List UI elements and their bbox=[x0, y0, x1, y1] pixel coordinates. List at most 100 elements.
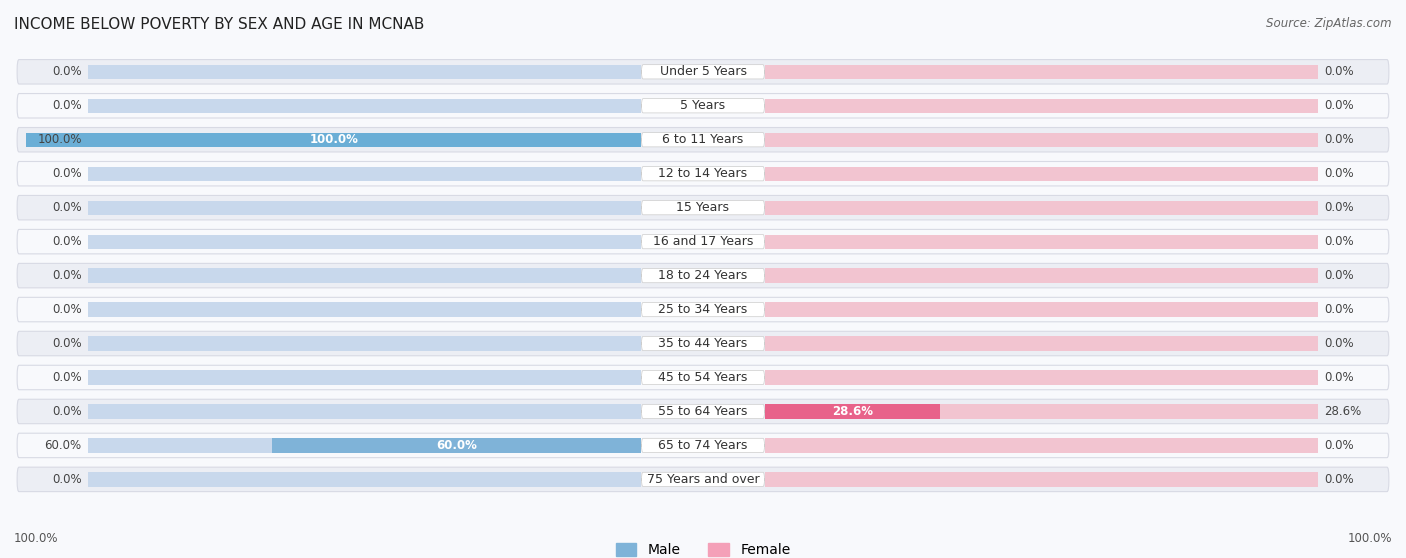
FancyBboxPatch shape bbox=[17, 365, 1389, 389]
FancyBboxPatch shape bbox=[641, 472, 765, 487]
FancyBboxPatch shape bbox=[17, 297, 1389, 322]
FancyBboxPatch shape bbox=[17, 229, 1389, 254]
Text: 100.0%: 100.0% bbox=[37, 133, 82, 146]
Text: 100.0%: 100.0% bbox=[14, 532, 59, 545]
FancyBboxPatch shape bbox=[17, 331, 1389, 356]
Text: 0.0%: 0.0% bbox=[1324, 133, 1354, 146]
Bar bbox=[87, 405, 641, 418]
Text: 0.0%: 0.0% bbox=[52, 371, 82, 384]
Text: 0.0%: 0.0% bbox=[1324, 167, 1354, 180]
Bar bbox=[87, 268, 641, 283]
FancyBboxPatch shape bbox=[641, 133, 765, 147]
Text: 0.0%: 0.0% bbox=[52, 473, 82, 486]
Bar bbox=[87, 234, 641, 249]
Text: 0.0%: 0.0% bbox=[1324, 473, 1354, 486]
FancyBboxPatch shape bbox=[641, 405, 765, 418]
FancyBboxPatch shape bbox=[641, 336, 765, 350]
Bar bbox=[273, 438, 641, 453]
FancyBboxPatch shape bbox=[17, 263, 1389, 288]
Bar bbox=[765, 302, 1319, 317]
Text: 16 and 17 Years: 16 and 17 Years bbox=[652, 235, 754, 248]
Bar bbox=[87, 65, 641, 79]
FancyBboxPatch shape bbox=[17, 467, 1389, 492]
Bar bbox=[765, 234, 1319, 249]
Bar bbox=[87, 302, 641, 317]
Text: 15 Years: 15 Years bbox=[676, 201, 730, 214]
FancyBboxPatch shape bbox=[641, 234, 765, 249]
Text: 0.0%: 0.0% bbox=[52, 99, 82, 112]
FancyBboxPatch shape bbox=[17, 94, 1389, 118]
FancyBboxPatch shape bbox=[641, 167, 765, 181]
FancyBboxPatch shape bbox=[641, 65, 765, 79]
Legend: Male, Female: Male, Female bbox=[610, 537, 796, 558]
Text: 0.0%: 0.0% bbox=[1324, 439, 1354, 452]
Text: 0.0%: 0.0% bbox=[1324, 303, 1354, 316]
Text: Under 5 Years: Under 5 Years bbox=[659, 65, 747, 78]
Text: 12 to 14 Years: 12 to 14 Years bbox=[658, 167, 748, 180]
Bar bbox=[87, 200, 641, 215]
Text: 25 to 34 Years: 25 to 34 Years bbox=[658, 303, 748, 316]
Bar bbox=[87, 438, 641, 453]
Text: 18 to 24 Years: 18 to 24 Years bbox=[658, 269, 748, 282]
Text: 0.0%: 0.0% bbox=[1324, 201, 1354, 214]
Bar bbox=[765, 65, 1319, 79]
Text: 65 to 74 Years: 65 to 74 Years bbox=[658, 439, 748, 452]
Bar bbox=[765, 167, 1319, 181]
Text: 0.0%: 0.0% bbox=[1324, 99, 1354, 112]
Text: 0.0%: 0.0% bbox=[52, 337, 82, 350]
Text: 60.0%: 60.0% bbox=[436, 439, 478, 452]
Bar bbox=[27, 133, 641, 147]
FancyBboxPatch shape bbox=[641, 302, 765, 317]
Text: 100.0%: 100.0% bbox=[309, 133, 359, 146]
Text: 0.0%: 0.0% bbox=[1324, 235, 1354, 248]
Bar bbox=[765, 200, 1319, 215]
Bar bbox=[87, 472, 641, 487]
Text: 28.6%: 28.6% bbox=[832, 405, 873, 418]
FancyBboxPatch shape bbox=[17, 161, 1389, 186]
Bar bbox=[765, 371, 1319, 384]
Text: INCOME BELOW POVERTY BY SEX AND AGE IN MCNAB: INCOME BELOW POVERTY BY SEX AND AGE IN M… bbox=[14, 17, 425, 32]
Text: 6 to 11 Years: 6 to 11 Years bbox=[662, 133, 744, 146]
Bar bbox=[87, 167, 641, 181]
Text: 0.0%: 0.0% bbox=[52, 303, 82, 316]
Bar bbox=[765, 336, 1319, 350]
Text: 0.0%: 0.0% bbox=[52, 405, 82, 418]
Text: 0.0%: 0.0% bbox=[52, 235, 82, 248]
Text: 0.0%: 0.0% bbox=[52, 167, 82, 180]
FancyBboxPatch shape bbox=[17, 399, 1389, 424]
FancyBboxPatch shape bbox=[641, 200, 765, 215]
Text: 0.0%: 0.0% bbox=[1324, 65, 1354, 78]
Bar bbox=[765, 405, 1319, 418]
Bar bbox=[765, 438, 1319, 453]
FancyBboxPatch shape bbox=[641, 268, 765, 283]
Bar bbox=[87, 371, 641, 384]
Text: 100.0%: 100.0% bbox=[1347, 532, 1392, 545]
Bar bbox=[765, 405, 941, 418]
Bar bbox=[87, 336, 641, 350]
Text: 75 Years and over: 75 Years and over bbox=[647, 473, 759, 486]
Text: 45 to 54 Years: 45 to 54 Years bbox=[658, 371, 748, 384]
FancyBboxPatch shape bbox=[17, 433, 1389, 458]
Text: 0.0%: 0.0% bbox=[52, 269, 82, 282]
Text: 28.6%: 28.6% bbox=[1324, 405, 1361, 418]
Text: 0.0%: 0.0% bbox=[1324, 337, 1354, 350]
FancyBboxPatch shape bbox=[17, 128, 1389, 152]
Bar bbox=[765, 99, 1319, 113]
Text: 0.0%: 0.0% bbox=[1324, 269, 1354, 282]
FancyBboxPatch shape bbox=[641, 438, 765, 453]
Text: 5 Years: 5 Years bbox=[681, 99, 725, 112]
Text: 55 to 64 Years: 55 to 64 Years bbox=[658, 405, 748, 418]
Bar bbox=[765, 268, 1319, 283]
Text: 0.0%: 0.0% bbox=[52, 65, 82, 78]
Text: 0.0%: 0.0% bbox=[1324, 371, 1354, 384]
Text: Source: ZipAtlas.com: Source: ZipAtlas.com bbox=[1267, 17, 1392, 30]
Bar bbox=[87, 99, 641, 113]
Bar bbox=[765, 472, 1319, 487]
Bar bbox=[87, 133, 641, 147]
Text: 60.0%: 60.0% bbox=[45, 439, 82, 452]
FancyBboxPatch shape bbox=[17, 60, 1389, 84]
FancyBboxPatch shape bbox=[641, 99, 765, 113]
Bar bbox=[765, 133, 1319, 147]
Text: 35 to 44 Years: 35 to 44 Years bbox=[658, 337, 748, 350]
FancyBboxPatch shape bbox=[641, 371, 765, 384]
